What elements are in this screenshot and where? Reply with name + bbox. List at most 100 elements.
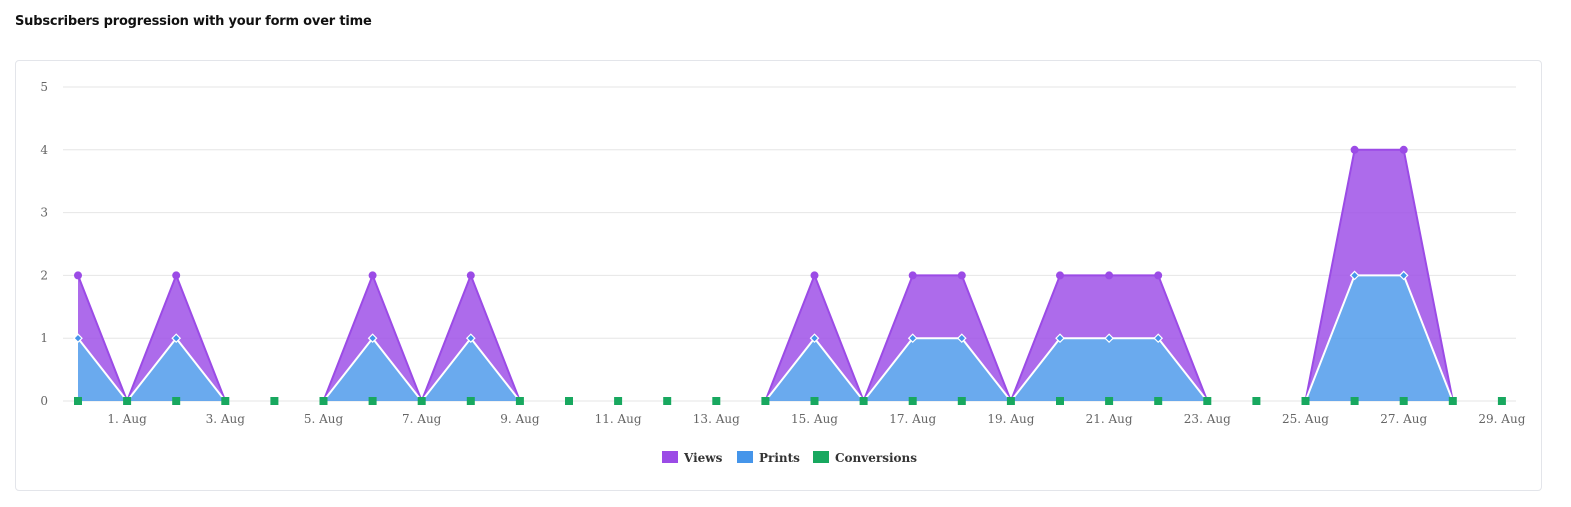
views-point[interactable]	[172, 271, 181, 280]
conversions-point[interactable]	[1252, 397, 1261, 405]
y-axis: 0 1 2 3 4 5	[40, 80, 48, 408]
conversions-point[interactable]	[565, 397, 573, 405]
prints-line	[1304, 274, 1454, 402]
x-axis: 1. Aug 3. Aug 5. Aug 7. Aug 9. Aug 11. Aug 13.…	[107, 412, 1525, 426]
conversions-point[interactable]	[1154, 397, 1163, 405]
views-point[interactable]	[810, 271, 819, 280]
legend-item-conversions[interactable]: Conversions	[813, 451, 917, 465]
prints-point[interactable]	[907, 333, 918, 344]
views-point[interactable]	[1056, 271, 1064, 280]
prints-point[interactable]	[465, 333, 476, 344]
views-point[interactable]	[908, 271, 917, 280]
legend-label: Views	[683, 451, 723, 465]
prints-point[interactable]	[956, 333, 967, 344]
y-tick-label: 4	[40, 143, 48, 157]
conversions-point[interactable]	[908, 397, 917, 405]
x-tick-label: 9. Aug	[500, 412, 540, 426]
conversions-point[interactable]	[957, 397, 966, 405]
legend-item-views[interactable]: Views	[662, 451, 723, 465]
conversions-point[interactable]	[1350, 397, 1359, 405]
series-markers	[73, 145, 1506, 405]
conversions-point[interactable]	[221, 397, 230, 405]
x-tick-label: 17. Aug	[889, 412, 936, 426]
area-chart: 0 1 2 3 4 5 1. Aug 3. Aug 5. Aug 7. Aug 9. Aug 11.…	[40, 80, 1525, 465]
conversions-point[interactable]	[270, 397, 279, 405]
x-tick-label: 21. Aug	[1086, 412, 1133, 426]
prints-point[interactable]	[1055, 333, 1065, 344]
conversions-point[interactable]	[712, 397, 721, 405]
views-line	[764, 272, 1209, 404]
views-point[interactable]	[1399, 145, 1408, 154]
chart-panel: 0 1 2 3 4 5 1. Aug 3. Aug 5. Aug 7. Aug 9. Aug 11.…	[15, 60, 1542, 491]
legend-swatch	[662, 451, 678, 463]
legend-swatch	[737, 451, 753, 463]
prints-point[interactable]	[367, 333, 378, 344]
y-tick-label: 0	[40, 394, 48, 408]
x-tick-label: 11. Aug	[595, 412, 642, 426]
conversions-point[interactable]	[1006, 397, 1015, 405]
conversions-point[interactable]	[172, 397, 181, 405]
x-tick-label: 7. Aug	[402, 412, 442, 426]
views-point[interactable]	[74, 271, 82, 280]
prints-point[interactable]	[1153, 333, 1164, 344]
prints-point[interactable]	[1398, 270, 1409, 281]
legend-swatch	[813, 451, 829, 463]
views-line	[1304, 148, 1454, 402]
conversions-point[interactable]	[515, 397, 524, 405]
conversions-point[interactable]	[74, 397, 82, 405]
prints-point[interactable]	[1349, 270, 1360, 281]
y-tick-label: 1	[40, 331, 48, 345]
x-tick-label: 27. Aug	[1380, 412, 1427, 426]
views-point[interactable]	[466, 271, 475, 280]
conversions-point[interactable]	[417, 397, 426, 405]
views-point[interactable]	[1154, 271, 1163, 280]
conversions-point[interactable]	[859, 397, 868, 405]
x-tick-label: 19. Aug	[987, 412, 1034, 426]
conversions-point[interactable]	[1056, 397, 1064, 405]
conversions-point[interactable]	[614, 397, 623, 405]
conversions-point[interactable]	[1105, 397, 1114, 405]
prints-area	[323, 338, 520, 401]
conversions-point[interactable]	[1497, 397, 1506, 405]
conversions-point[interactable]	[663, 397, 672, 405]
conversions-point[interactable]	[1301, 397, 1310, 405]
conversions-point[interactable]	[368, 397, 377, 405]
conversions-point[interactable]	[761, 397, 770, 405]
prints-line	[77, 336, 227, 403]
prints-line	[764, 336, 1209, 403]
legend-label: Conversions	[835, 451, 917, 465]
x-tick-label: 25. Aug	[1282, 412, 1329, 426]
x-tick-label: 29. Aug	[1478, 412, 1525, 426]
prints-point[interactable]	[1104, 333, 1114, 344]
conversions-point[interactable]	[319, 397, 328, 405]
legend-label: Prints	[759, 451, 800, 465]
views-point[interactable]	[368, 271, 377, 280]
conversions-point[interactable]	[123, 397, 132, 405]
prints-point[interactable]	[809, 333, 820, 344]
conversions-point[interactable]	[1448, 397, 1457, 405]
y-tick-label: 3	[40, 206, 48, 220]
views-point[interactable]	[957, 271, 966, 280]
views-area	[323, 275, 520, 401]
x-tick-label: 23. Aug	[1184, 412, 1231, 426]
legend-item-prints[interactable]: Prints	[737, 451, 800, 465]
x-tick-label: 13. Aug	[693, 412, 740, 426]
conversions-point[interactable]	[810, 397, 819, 405]
x-tick-label: 5. Aug	[304, 412, 344, 426]
grid-lines	[63, 86, 1516, 402]
legend: Views Prints Conversions	[662, 451, 917, 465]
conversions-point[interactable]	[1399, 397, 1408, 405]
prints-area	[1305, 275, 1453, 401]
views-point[interactable]	[1105, 271, 1114, 280]
prints-point[interactable]	[171, 333, 182, 344]
page-title: Subscribers progression with your form o…	[15, 14, 372, 29]
x-tick-label: 3. Aug	[206, 412, 246, 426]
views-point[interactable]	[1350, 145, 1359, 154]
views-line	[77, 272, 227, 404]
prints-point[interactable]	[73, 333, 83, 344]
conversions-point[interactable]	[1203, 397, 1212, 405]
x-tick-label: 1. Aug	[107, 412, 147, 426]
conversions-point[interactable]	[466, 397, 475, 405]
series-areas	[77, 148, 1454, 404]
y-tick-label: 2	[40, 268, 48, 282]
